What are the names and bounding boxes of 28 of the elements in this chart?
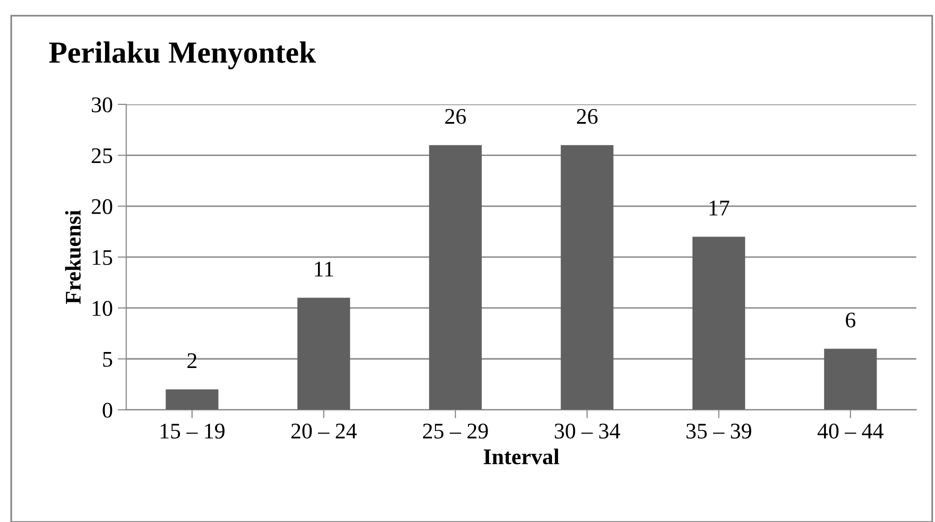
y-tick-label: 5: [103, 352, 112, 367]
x-tick-label: 35 – 39: [686, 424, 752, 439]
x-tick-label: 30 – 34: [554, 424, 620, 439]
bar: [560, 145, 614, 410]
data-label: 2: [187, 353, 196, 368]
chart-title: Perilaku Menyontek: [49, 41, 316, 70]
bar: [824, 348, 877, 410]
data-label: 6: [846, 312, 856, 328]
y-axis-title: Frekuensi: [65, 210, 81, 304]
data-label: 17: [710, 200, 730, 216]
y-tick-label: 20: [92, 199, 112, 214]
data-label: 26: [445, 109, 466, 124]
x-tick-label: 25 – 29: [423, 424, 488, 439]
y-tick-label: 15: [92, 250, 112, 266]
y-tick-label: 0: [102, 402, 112, 418]
bar: [429, 145, 482, 410]
x-tick-label: 40 – 44: [818, 424, 884, 439]
bar: [166, 389, 218, 410]
data-label: 11: [315, 262, 334, 276]
y-tick-label: 25: [92, 148, 112, 164]
bar: [692, 236, 746, 410]
data-label: 26: [576, 109, 598, 124]
x-axis-title: Interval: [484, 448, 560, 464]
x-tick-label: 15 – 19: [160, 424, 224, 439]
bar: [297, 298, 350, 410]
y-tick-label: 30: [92, 97, 112, 112]
x-tick-label: 20 – 24: [291, 424, 357, 439]
y-tick-label: 10: [92, 300, 112, 316]
